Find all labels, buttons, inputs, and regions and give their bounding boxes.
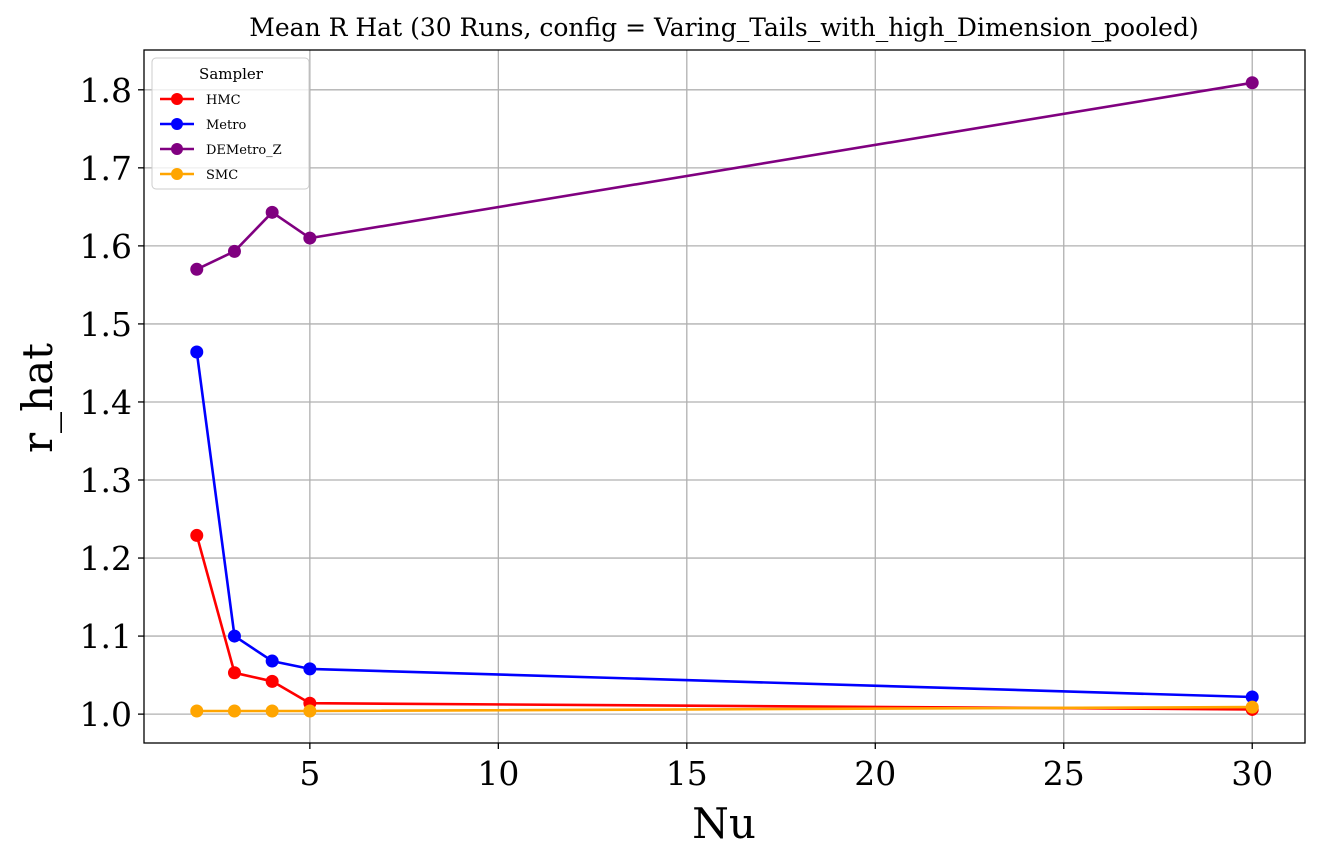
data-point-smc bbox=[227, 704, 241, 718]
data-point-hmc bbox=[190, 528, 204, 542]
legend-box bbox=[151, 57, 310, 190]
data-point-demetro-z bbox=[227, 244, 241, 258]
data-point-smc bbox=[265, 704, 279, 718]
ticks: 5 10 15 20 25 30 1.0 1.1 1.2 1.3 1.4 1.5 1.6 1.7 1.8 bbox=[80, 71, 1274, 793]
data-point-smc bbox=[1245, 700, 1259, 714]
data-point-demetro-z bbox=[1245, 76, 1259, 90]
x-tick-label: 20 bbox=[854, 754, 896, 793]
legend-marker-hmc bbox=[171, 93, 183, 105]
y-tick-label: 1.5 bbox=[80, 305, 132, 344]
data-point-smc bbox=[303, 704, 317, 718]
y-tick-label: 1.8 bbox=[80, 71, 132, 110]
legend-entry-smc: SMC bbox=[160, 168, 238, 183]
series-smc bbox=[190, 700, 1259, 718]
data-point-metro bbox=[227, 629, 241, 643]
legend-label-metro: Metro bbox=[206, 118, 246, 133]
x-tick-label: 15 bbox=[666, 754, 708, 793]
data-point-smc bbox=[190, 704, 204, 718]
x-tick-label: 30 bbox=[1231, 754, 1273, 793]
legend-label-hmc: HMC bbox=[206, 93, 241, 108]
data-point-demetro-z bbox=[265, 205, 279, 219]
legend: Sampler HMC Metro DEMetro_Z SMC bbox=[151, 57, 310, 190]
legend-title: Sampler bbox=[199, 65, 264, 83]
y-tick-label: 1.2 bbox=[80, 539, 132, 578]
data-point-metro bbox=[265, 654, 279, 668]
y-tick-label: 1.7 bbox=[80, 149, 132, 188]
x-tick-label: 5 bbox=[299, 754, 320, 793]
x-tick-label: 25 bbox=[1043, 754, 1085, 793]
series-metro bbox=[190, 345, 1259, 704]
data-point-hmc bbox=[227, 666, 241, 680]
legend-marker-smc bbox=[171, 168, 183, 180]
grid bbox=[144, 50, 1305, 743]
series-demetro-z bbox=[190, 76, 1259, 276]
data-point-hmc bbox=[265, 674, 279, 688]
x-axis-label: Nu bbox=[692, 799, 756, 848]
legend-label-demetro-z: DEMetro_Z bbox=[206, 143, 282, 158]
y-tick-label: 1.4 bbox=[80, 383, 132, 422]
y-tick-label: 1.0 bbox=[80, 695, 132, 734]
legend-label-smc: SMC bbox=[206, 168, 238, 183]
data-point-metro bbox=[303, 662, 317, 676]
data-point-metro bbox=[1245, 690, 1259, 704]
y-tick-label: 1.3 bbox=[80, 461, 132, 500]
axes-frame bbox=[143, 49, 1306, 744]
chart-title: Mean R Hat (30 Runs, config = Varing_Tai… bbox=[249, 13, 1198, 42]
series-layer bbox=[190, 76, 1259, 718]
legend-marker-metro bbox=[171, 118, 183, 130]
legend-entry-metro: Metro bbox=[160, 118, 246, 133]
legend-entry-hmc: HMC bbox=[160, 93, 241, 108]
data-point-metro bbox=[190, 345, 204, 359]
legend-entries: HMC Metro DEMetro_Z SMC bbox=[160, 93, 282, 183]
x-tick-label: 10 bbox=[477, 754, 519, 793]
y-tick-label: 1.6 bbox=[80, 227, 132, 266]
data-point-demetro-z bbox=[190, 262, 204, 276]
data-point-demetro-z bbox=[303, 231, 317, 245]
y-tick-label: 1.1 bbox=[80, 617, 132, 656]
legend-marker-demetro-z bbox=[171, 143, 183, 155]
y-axis-label: r_hat bbox=[13, 343, 62, 453]
legend-entry-demetro-z: DEMetro_Z bbox=[160, 143, 282, 158]
